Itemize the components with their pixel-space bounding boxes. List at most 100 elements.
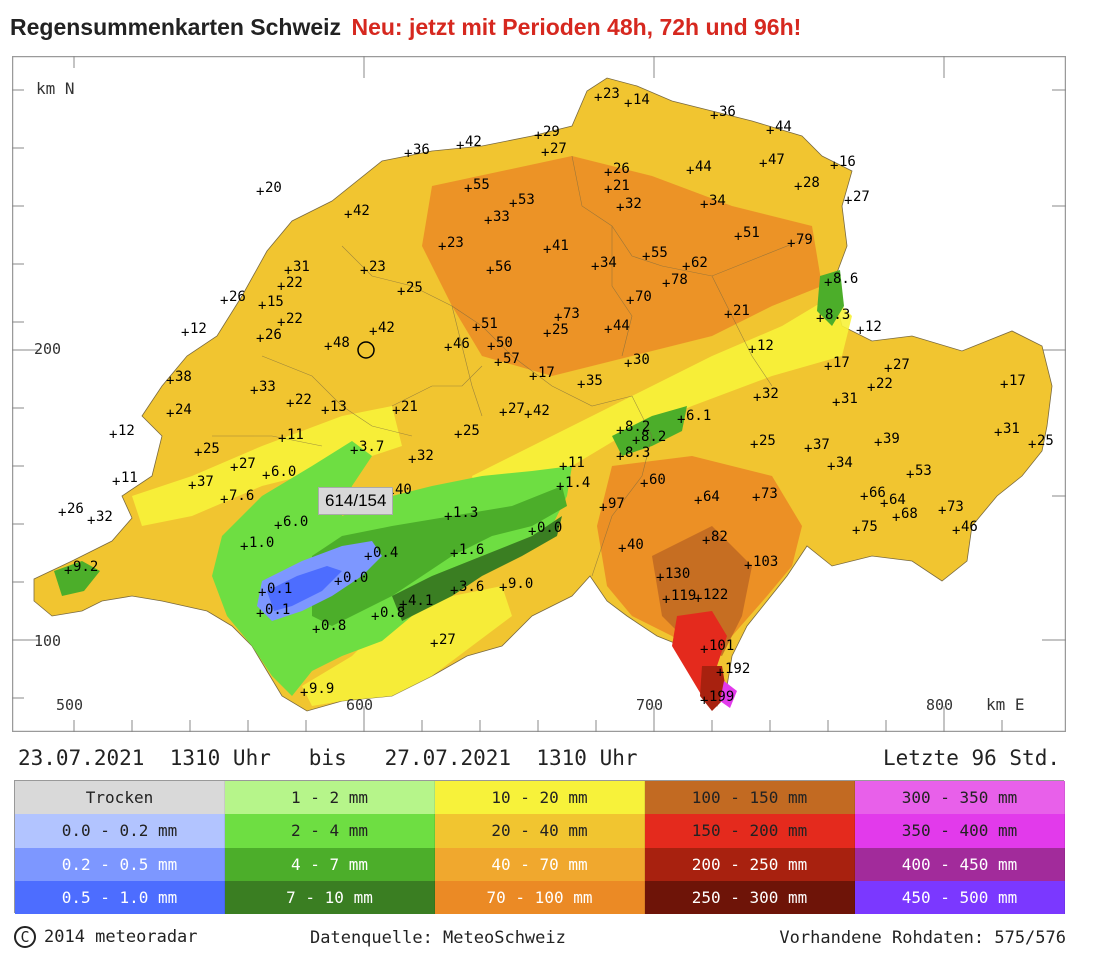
station-cross-icon: +: [753, 390, 761, 406]
station-cross-icon: +: [454, 427, 462, 443]
station-value: 31: [841, 391, 858, 407]
station-marker: +12: [181, 321, 207, 341]
station-cross-icon: +: [700, 197, 708, 213]
legend-item: 0.2 - 0.5 mm: [15, 847, 225, 881]
station-value: 7.6: [229, 488, 254, 504]
station-marker: +1.6: [450, 542, 484, 562]
station-cross-icon: +: [554, 310, 562, 326]
station-marker: +33: [484, 209, 510, 229]
station-cross-icon: +: [618, 541, 626, 557]
axis-y-label: km N: [36, 79, 75, 98]
station-cross-icon: +: [430, 636, 438, 652]
station-cross-icon: +: [543, 326, 551, 342]
station-cross-icon: +: [166, 406, 174, 422]
station-marker: +27: [230, 456, 256, 476]
station-cross-icon: +: [344, 207, 352, 223]
station-marker: +37: [188, 474, 214, 494]
station-marker: +101: [700, 638, 734, 658]
station-marker: +34: [827, 455, 853, 475]
station-cross-icon: +: [616, 200, 624, 216]
station-cross-icon: +: [543, 242, 551, 258]
legend-item: 250 - 300 mm: [645, 880, 855, 914]
station-value: 13: [330, 399, 347, 415]
period-label: Letzte 96 Std.: [882, 746, 1060, 770]
station-value: 0.1: [265, 602, 290, 618]
station-cross-icon: +: [642, 249, 650, 265]
station-cross-icon: +: [392, 403, 400, 419]
station-marker: +11: [112, 470, 138, 490]
value-popup: 614/154: [318, 487, 394, 515]
station-cross-icon: +: [350, 443, 358, 459]
station-marker: +97: [599, 496, 625, 516]
station-marker: +22: [286, 392, 312, 412]
station-marker: +17: [1000, 373, 1026, 393]
station-cross-icon: +: [194, 445, 202, 461]
station-cross-icon: +: [262, 468, 270, 484]
station-marker: +73: [554, 306, 580, 326]
station-cross-icon: +: [300, 685, 308, 701]
station-value: 73: [563, 306, 580, 322]
station-marker: +16: [830, 154, 856, 174]
station-marker: +35: [577, 373, 603, 393]
station-cross-icon: +: [484, 213, 492, 229]
station-marker: +23: [594, 86, 620, 106]
station-value: 37: [813, 437, 830, 453]
station-marker: +31: [994, 421, 1020, 441]
legend-item: 7 - 10 mm: [225, 880, 435, 914]
station-cross-icon: +: [334, 574, 342, 590]
station-cross-icon: +: [844, 193, 852, 209]
station-marker: +22: [277, 311, 303, 331]
title-text: Regensummenkarten Schweiz: [10, 14, 342, 40]
station-value: 8.3: [825, 307, 850, 323]
station-marker: +26: [604, 161, 630, 181]
station-cross-icon: +: [450, 583, 458, 599]
station-value: 75: [861, 519, 878, 535]
station-value: 9.0: [508, 576, 533, 592]
station-value: 27: [439, 632, 456, 648]
station-cross-icon: +: [181, 325, 189, 341]
station-value: 27: [893, 357, 910, 373]
station-marker: +1.0: [240, 535, 274, 555]
station-marker: +17: [824, 355, 850, 375]
station-marker: +7.6: [220, 488, 254, 508]
station-cross-icon: +: [750, 437, 758, 453]
legend-item: Trocken: [15, 781, 225, 815]
station-value: 44: [775, 119, 792, 135]
station-marker: +9.2: [64, 559, 98, 579]
station-cross-icon: +: [258, 298, 266, 314]
station-cross-icon: +: [444, 509, 452, 525]
station-value: 64: [889, 492, 906, 508]
station-cross-icon: +: [286, 396, 294, 412]
station-marker: +15: [258, 294, 284, 314]
location-marker[interactable]: [357, 341, 375, 359]
copyright-text: 2014 meteoradar: [44, 927, 198, 947]
y-tick-label: 200: [34, 340, 61, 358]
station-cross-icon: +: [109, 427, 117, 443]
station-cross-icon: +: [804, 441, 812, 457]
period-range: 23.07.2021 1310 Uhr bis 27.07.2021 1310 …: [18, 746, 638, 770]
station-value: 33: [259, 379, 276, 395]
station-value: 32: [762, 386, 779, 402]
station-value: 21: [733, 303, 750, 319]
station-marker: +9.0: [499, 576, 533, 596]
station-cross-icon: +: [499, 580, 507, 596]
station-marker: +60: [640, 472, 666, 492]
station-value: 79: [796, 232, 813, 248]
rain-map[interactable]: km N km E 200 100 500 600 700 800 +23 +14…: [12, 56, 1066, 732]
station-value: 73: [761, 486, 778, 502]
station-cross-icon: +: [404, 146, 412, 162]
station-value: 36: [413, 142, 430, 158]
station-value: 1.3: [453, 505, 478, 521]
station-value: 101: [709, 638, 734, 654]
station-value: 25: [759, 433, 776, 449]
rain-zone-yellow-2: [132, 406, 402, 526]
station-cross-icon: +: [994, 425, 1002, 441]
station-cross-icon: +: [438, 239, 446, 255]
station-marker: +21: [392, 399, 418, 419]
station-value: 8.2: [625, 419, 650, 435]
station-marker: +53: [906, 463, 932, 483]
station-marker: +6.0: [274, 514, 308, 534]
station-value: 0.1: [267, 581, 292, 597]
station-value: 3.7: [359, 439, 384, 455]
station-value: 73: [947, 499, 964, 515]
